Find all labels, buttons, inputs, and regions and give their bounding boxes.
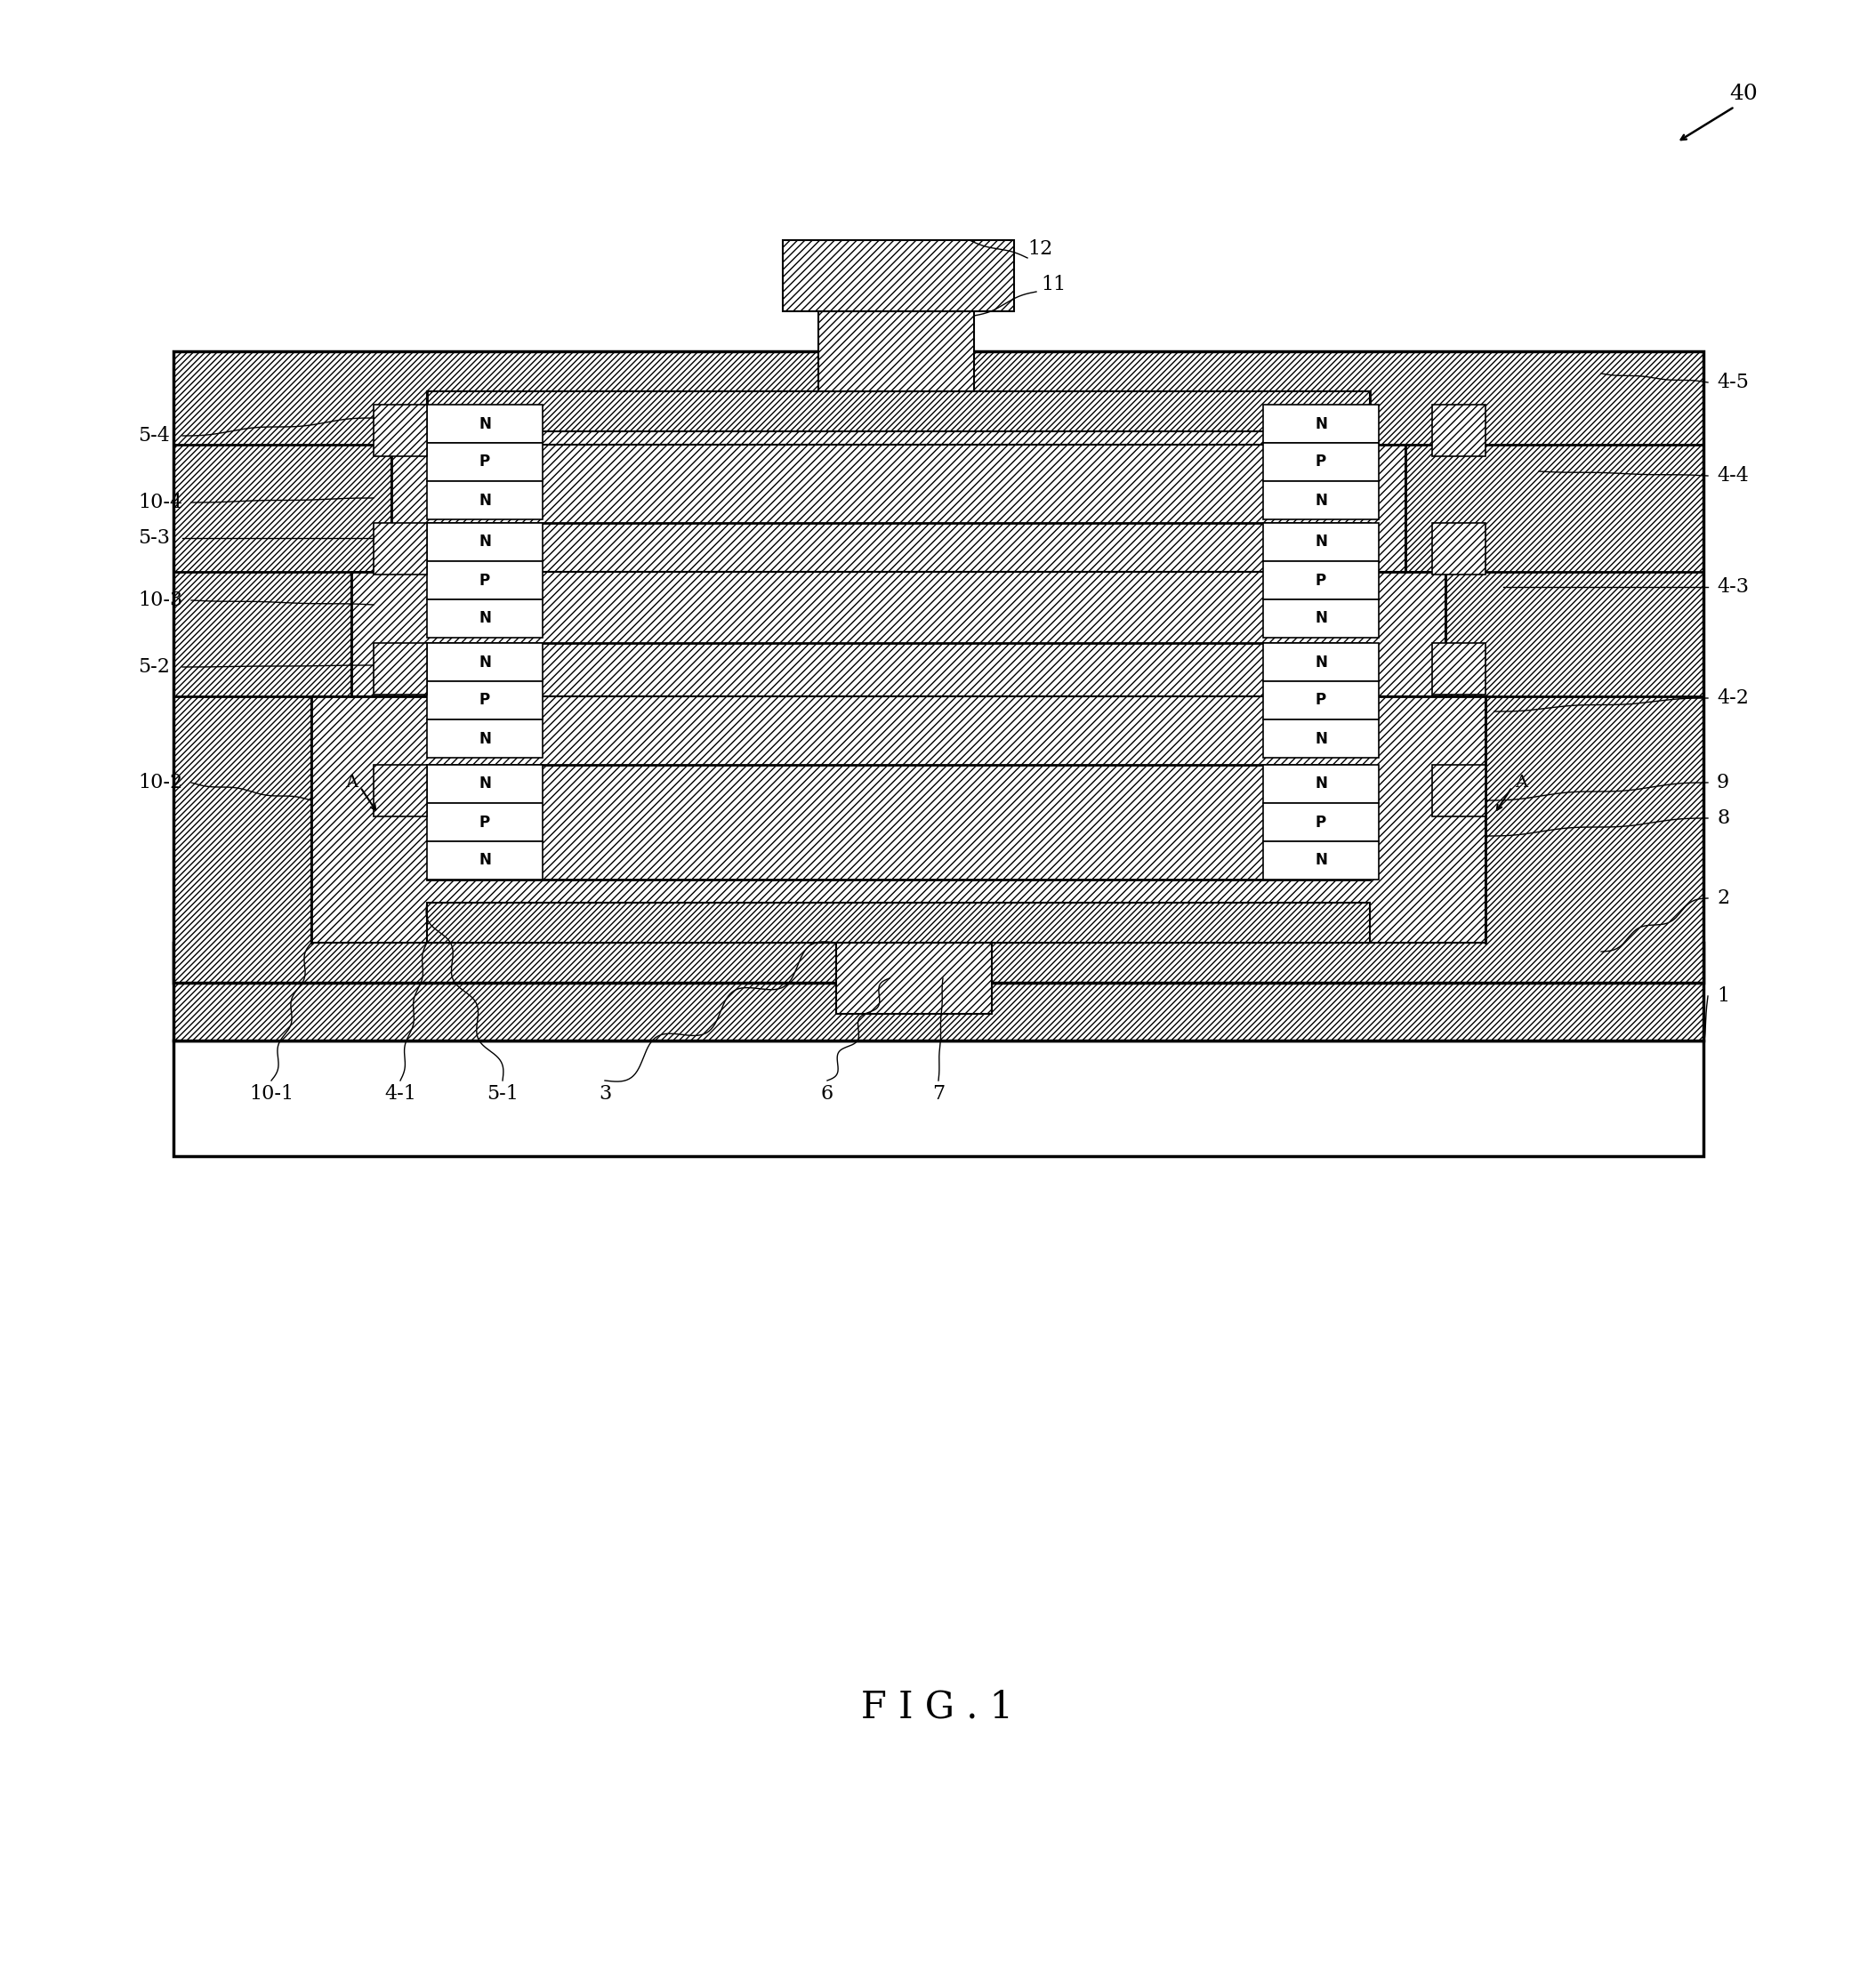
Text: 10-3: 10-3: [137, 591, 182, 610]
Text: P: P: [480, 693, 490, 709]
Text: N: N: [478, 776, 492, 792]
Text: P: P: [480, 573, 490, 589]
Bar: [428, 681, 542, 719]
Bar: [1263, 443, 1379, 480]
Bar: [428, 803, 542, 841]
Bar: [428, 764, 542, 803]
Text: N: N: [1315, 534, 1326, 549]
Bar: [428, 719, 542, 758]
Text: N: N: [478, 730, 492, 746]
Bar: [173, 350, 1703, 983]
Text: 5-3: 5-3: [137, 528, 171, 547]
Text: N: N: [1315, 415, 1326, 431]
Text: 10-4: 10-4: [137, 492, 182, 512]
Text: P: P: [1315, 693, 1326, 709]
Bar: [173, 943, 1703, 1040]
Bar: [311, 697, 1486, 943]
Bar: [428, 561, 542, 599]
Text: 10-2: 10-2: [137, 774, 182, 792]
Text: 4-5: 4-5: [1717, 372, 1748, 392]
Text: 7: 7: [932, 1085, 946, 1105]
Text: 6: 6: [822, 1085, 833, 1105]
Bar: [428, 524, 542, 561]
Bar: [1263, 480, 1379, 520]
Text: N: N: [478, 654, 492, 669]
Bar: [837, 943, 992, 1014]
Text: F I G . 1: F I G . 1: [861, 1689, 1013, 1727]
Bar: [1263, 841, 1379, 880]
Text: 10-1: 10-1: [250, 1085, 295, 1105]
Text: N: N: [1315, 610, 1326, 626]
Text: N: N: [1315, 776, 1326, 792]
Text: 11: 11: [1041, 276, 1066, 295]
Text: 2: 2: [1717, 888, 1730, 908]
Text: N: N: [1315, 730, 1326, 746]
Bar: [351, 571, 1446, 697]
Bar: [1263, 524, 1379, 561]
Bar: [428, 443, 542, 480]
Bar: [1431, 406, 1486, 457]
Bar: [1263, 644, 1379, 681]
Bar: [428, 902, 1369, 943]
Text: 4-1: 4-1: [385, 1085, 416, 1105]
Text: P: P: [480, 815, 490, 831]
Text: 4-3: 4-3: [1717, 577, 1748, 597]
Text: 5-2: 5-2: [137, 658, 171, 677]
Text: N: N: [478, 853, 492, 868]
Text: N: N: [478, 415, 492, 431]
Bar: [428, 392, 1369, 431]
Text: 3: 3: [598, 1085, 612, 1105]
Text: A: A: [345, 774, 358, 792]
Text: P: P: [480, 455, 490, 471]
Text: 4-4: 4-4: [1717, 467, 1748, 486]
Bar: [1263, 803, 1379, 841]
Bar: [1431, 764, 1486, 817]
Text: N: N: [1315, 492, 1326, 508]
Bar: [428, 480, 542, 520]
Bar: [373, 644, 428, 695]
Text: P: P: [1315, 573, 1326, 589]
Bar: [428, 599, 542, 638]
Bar: [1263, 599, 1379, 638]
Bar: [1431, 524, 1486, 575]
Bar: [1431, 644, 1486, 695]
Bar: [428, 841, 542, 880]
Text: 8: 8: [1717, 809, 1730, 829]
Text: 5-4: 5-4: [137, 425, 171, 445]
Text: N: N: [478, 610, 492, 626]
Text: N: N: [1315, 654, 1326, 669]
Text: N: N: [478, 492, 492, 508]
Bar: [1263, 406, 1379, 443]
Text: P: P: [1315, 815, 1326, 831]
Bar: [373, 764, 428, 817]
Bar: [782, 240, 1015, 311]
Text: 40: 40: [1730, 83, 1758, 104]
Text: P: P: [1315, 455, 1326, 471]
Bar: [1263, 764, 1379, 803]
Bar: [1263, 681, 1379, 719]
Text: 1: 1: [1717, 986, 1730, 1006]
Bar: [428, 406, 542, 443]
Bar: [373, 406, 428, 457]
Bar: [428, 644, 542, 681]
Text: 9: 9: [1717, 774, 1730, 792]
Text: N: N: [478, 534, 492, 549]
Bar: [1263, 561, 1379, 599]
Text: 12: 12: [1028, 238, 1052, 258]
Bar: [1263, 719, 1379, 758]
Bar: [428, 392, 1369, 943]
Bar: [373, 524, 428, 575]
Bar: [392, 445, 1405, 571]
Bar: [173, 1040, 1703, 1156]
Text: A: A: [1514, 774, 1527, 792]
Bar: [818, 311, 974, 392]
Text: 4-2: 4-2: [1717, 689, 1748, 709]
Text: N: N: [1315, 853, 1326, 868]
Text: 5-1: 5-1: [486, 1085, 518, 1105]
